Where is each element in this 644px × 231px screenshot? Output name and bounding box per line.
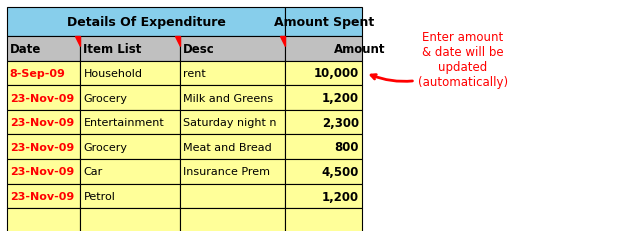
FancyBboxPatch shape (80, 86, 180, 110)
Text: Entertainment: Entertainment (84, 118, 164, 128)
Text: Insurance Prem: Insurance Prem (183, 167, 270, 177)
Text: Household: Household (84, 69, 142, 79)
FancyBboxPatch shape (180, 184, 285, 209)
Text: Milk and Greens: Milk and Greens (183, 93, 273, 103)
FancyBboxPatch shape (180, 209, 285, 231)
FancyBboxPatch shape (285, 61, 363, 86)
FancyBboxPatch shape (180, 61, 285, 86)
Text: 23-Nov-09: 23-Nov-09 (10, 167, 74, 177)
Text: Amount Spent: Amount Spent (274, 16, 374, 29)
FancyBboxPatch shape (285, 209, 363, 231)
Polygon shape (280, 37, 285, 47)
FancyBboxPatch shape (285, 159, 363, 184)
Text: 23-Nov-09: 23-Nov-09 (10, 93, 74, 103)
Text: rent: rent (183, 69, 205, 79)
Text: 23-Nov-09: 23-Nov-09 (10, 216, 74, 226)
Text: Date: Date (10, 43, 41, 55)
FancyBboxPatch shape (80, 135, 180, 159)
FancyBboxPatch shape (285, 135, 363, 159)
FancyBboxPatch shape (180, 37, 285, 61)
FancyBboxPatch shape (180, 110, 285, 135)
Text: 2,300: 2,300 (322, 116, 359, 129)
Text: Petrol: Petrol (84, 191, 115, 201)
FancyBboxPatch shape (6, 8, 285, 37)
Text: 800: 800 (335, 141, 359, 154)
Text: Enter amount
& date will be
updated
(automatically): Enter amount & date will be updated (aut… (371, 31, 508, 88)
FancyBboxPatch shape (285, 37, 363, 61)
Text: Books: Books (183, 216, 216, 226)
FancyBboxPatch shape (80, 159, 180, 184)
Text: 1,200: 1,200 (322, 92, 359, 105)
FancyBboxPatch shape (6, 159, 80, 184)
FancyBboxPatch shape (80, 209, 180, 231)
Text: 23-Nov-09: 23-Nov-09 (10, 142, 74, 152)
FancyBboxPatch shape (80, 110, 180, 135)
Text: 8-Sep-09: 8-Sep-09 (10, 69, 66, 79)
Text: 23-Nov-09: 23-Nov-09 (10, 118, 74, 128)
FancyBboxPatch shape (80, 37, 180, 61)
FancyBboxPatch shape (180, 159, 285, 184)
Text: Car: Car (84, 167, 102, 177)
FancyBboxPatch shape (6, 135, 80, 159)
FancyBboxPatch shape (6, 61, 80, 86)
Polygon shape (175, 37, 180, 47)
Text: 400: 400 (335, 214, 359, 227)
Text: Amount: Amount (334, 43, 385, 55)
Text: Grocery: Grocery (84, 142, 128, 152)
FancyBboxPatch shape (80, 61, 180, 86)
Text: Grocery: Grocery (84, 93, 128, 103)
Text: Others: Others (84, 216, 121, 226)
Text: Saturday night n: Saturday night n (183, 118, 276, 128)
FancyBboxPatch shape (285, 184, 363, 209)
FancyBboxPatch shape (6, 184, 80, 209)
FancyBboxPatch shape (285, 110, 363, 135)
FancyBboxPatch shape (6, 110, 80, 135)
Text: Desc: Desc (183, 43, 214, 55)
Text: Item List: Item List (84, 43, 142, 55)
Text: Meat and Bread: Meat and Bread (183, 142, 272, 152)
FancyBboxPatch shape (285, 86, 363, 110)
Text: 23-Nov-09: 23-Nov-09 (10, 191, 74, 201)
FancyBboxPatch shape (285, 8, 363, 37)
FancyBboxPatch shape (6, 209, 80, 231)
FancyBboxPatch shape (180, 135, 285, 159)
FancyBboxPatch shape (6, 37, 80, 61)
Text: 4,500: 4,500 (322, 165, 359, 178)
FancyBboxPatch shape (6, 86, 80, 110)
Text: 1,200: 1,200 (322, 190, 359, 203)
Polygon shape (75, 37, 80, 47)
Text: 10,000: 10,000 (314, 67, 359, 80)
FancyBboxPatch shape (80, 184, 180, 209)
FancyBboxPatch shape (180, 86, 285, 110)
Text: Details Of Expenditure: Details Of Expenditure (66, 16, 225, 29)
